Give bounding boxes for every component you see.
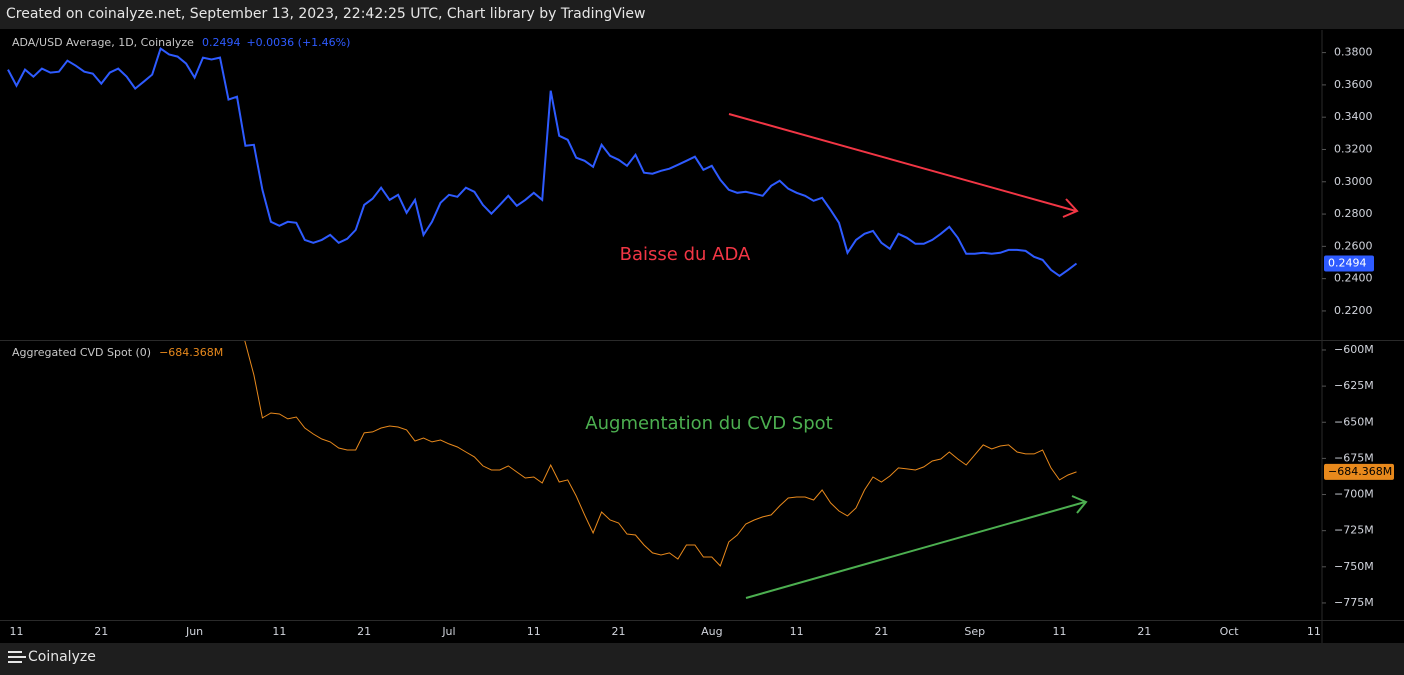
legend-change: +0.0036 (+1.46%) — [246, 36, 350, 49]
x-tick-label: Sep — [964, 625, 985, 638]
y-tick-label: 0.3200 — [1334, 142, 1373, 155]
x-tick-label: Oct — [1220, 625, 1240, 638]
y-tick-label: −600M — [1334, 343, 1374, 356]
x-tick-label: 11 — [9, 625, 23, 638]
data-line — [244, 341, 1077, 567]
x-tick-label: 21 — [874, 625, 888, 638]
annotation-arrow — [728, 113, 1079, 218]
x-tick-label: Aug — [701, 625, 722, 638]
x-tick-label: 21 — [357, 625, 371, 638]
y-tick-label: −725M — [1334, 524, 1374, 537]
last-value-tag — [1324, 255, 1374, 272]
y-tick-label: 0.3800 — [1334, 46, 1373, 59]
y-tick-label: 0.2800 — [1334, 207, 1373, 220]
y-tick-label: −650M — [1334, 415, 1374, 428]
x-tick-label: Jun — [185, 625, 203, 638]
y-tick-label: −700M — [1334, 488, 1374, 501]
x-tick-label: 21 — [1137, 625, 1151, 638]
legend-value: −684.368M — [159, 346, 223, 359]
y-tick-label: 0.3400 — [1334, 110, 1373, 123]
legend-title: ADA/USD Average, 1D, Coinalyze — [12, 36, 194, 49]
x-tick-label: 11 — [1053, 625, 1067, 638]
annotation: Augmentation du CVD Spot — [585, 413, 832, 434]
y-tick-label: −750M — [1334, 560, 1374, 573]
x-tick-label: 11 — [790, 625, 804, 638]
annotation-arrow — [745, 495, 1088, 599]
x-tick-label: 21 — [612, 625, 626, 638]
y-tick-label: 0.2400 — [1334, 272, 1373, 285]
header-text: Created on coinalyze.net, September 13, … — [6, 6, 646, 22]
plot-area — [244, 341, 1077, 567]
y-tick-label: −625M — [1334, 379, 1374, 392]
footer-text: Coinalyze — [28, 649, 96, 665]
annotation: Baisse du ADA — [620, 244, 751, 265]
header-bar — [0, 0, 1404, 29]
x-tick-label: 11 — [272, 625, 286, 638]
y-tick-label: −675M — [1334, 451, 1374, 464]
x-tick-label: Jul — [441, 625, 455, 638]
data-line — [7, 47, 1078, 278]
y-tick-label: 0.2200 — [1334, 304, 1373, 317]
y-tick-label: 0.2600 — [1334, 239, 1373, 252]
last-value-tag — [1324, 463, 1394, 480]
legend-value: 0.2494 — [202, 36, 241, 49]
x-tick-label: 21 — [94, 625, 108, 638]
y-tick-label: −775M — [1334, 596, 1374, 609]
logo — [8, 651, 26, 663]
y-tick-label: 0.3000 — [1334, 175, 1373, 188]
plot-area — [7, 47, 1078, 278]
last-value-label: −684.368M — [1328, 465, 1392, 478]
x-tick-label: 11 — [1307, 625, 1321, 638]
last-value-label: 0.2494 — [1328, 256, 1367, 269]
y-tick-label: 0.3600 — [1334, 78, 1373, 91]
x-tick-label: 11 — [527, 625, 541, 638]
legend-title: Aggregated CVD Spot (0) — [12, 346, 151, 359]
footer-bar — [0, 643, 1404, 675]
